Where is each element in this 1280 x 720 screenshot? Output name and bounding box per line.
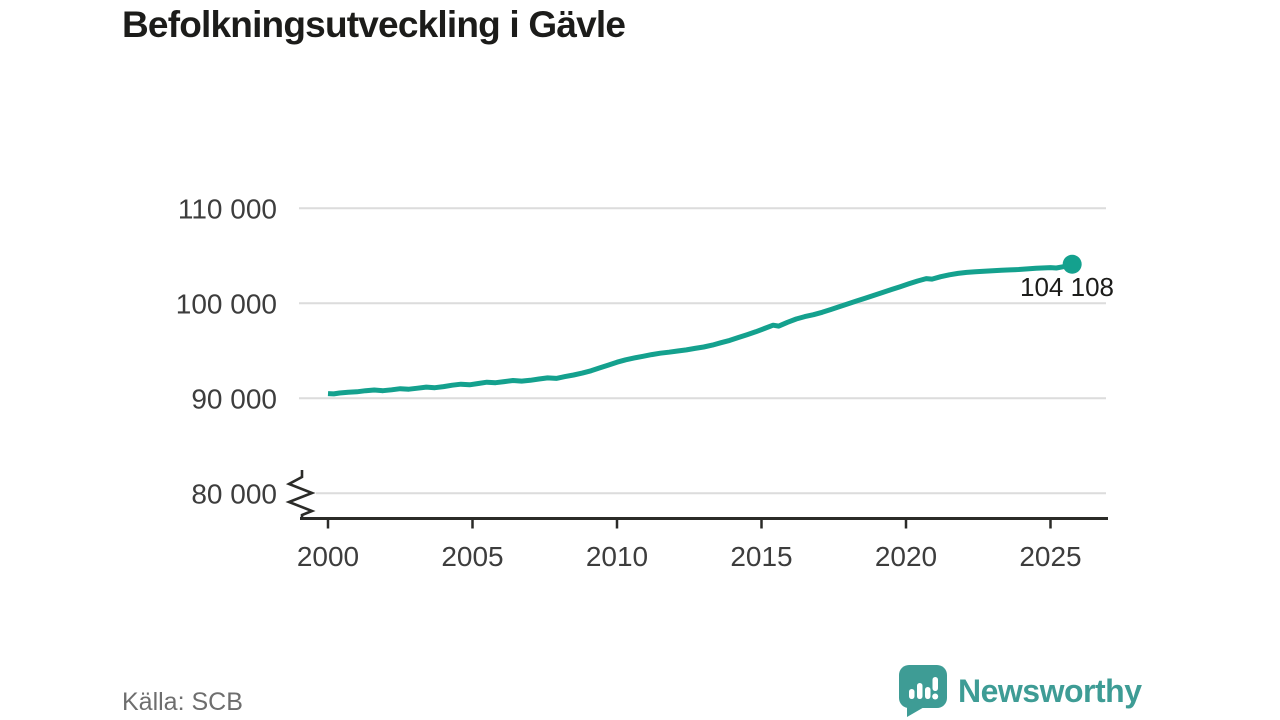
svg-text:90 000: 90 000: [191, 383, 277, 414]
svg-text:2025: 2025: [1019, 541, 1081, 572]
x-axis-labels: 2000 2005 2010 2015 2020 2025: [297, 541, 1082, 572]
gridlines: [299, 207, 1106, 495]
svg-text:110 000: 110 000: [178, 193, 277, 224]
source-note: Källa: SCB: [122, 688, 243, 716]
svg-text:80 000: 80 000: [191, 478, 277, 509]
svg-text:2010: 2010: [586, 541, 648, 572]
svg-text:100 000: 100 000: [176, 288, 277, 319]
end-point-label: 104 108: [1020, 272, 1114, 302]
brand-logo: Newsworthy: [898, 664, 1142, 718]
population-line: [327, 261, 1073, 397]
axis-break-icon: [285, 470, 316, 518]
svg-text:2005: 2005: [441, 541, 503, 572]
svg-text:2020: 2020: [875, 541, 937, 572]
newsworthy-icon: [899, 665, 947, 717]
chart-title: Befolkningsutveckling i Gävle: [122, 4, 626, 45]
brand-name: Newsworthy: [958, 672, 1142, 709]
end-point-dot: [1062, 254, 1082, 274]
svg-text:2000: 2000: [297, 541, 359, 572]
x-axis: [300, 517, 1108, 529]
y-axis-labels: 80 000 90 000 100 000 110 000: [176, 193, 277, 509]
svg-text:2015: 2015: [730, 541, 792, 572]
